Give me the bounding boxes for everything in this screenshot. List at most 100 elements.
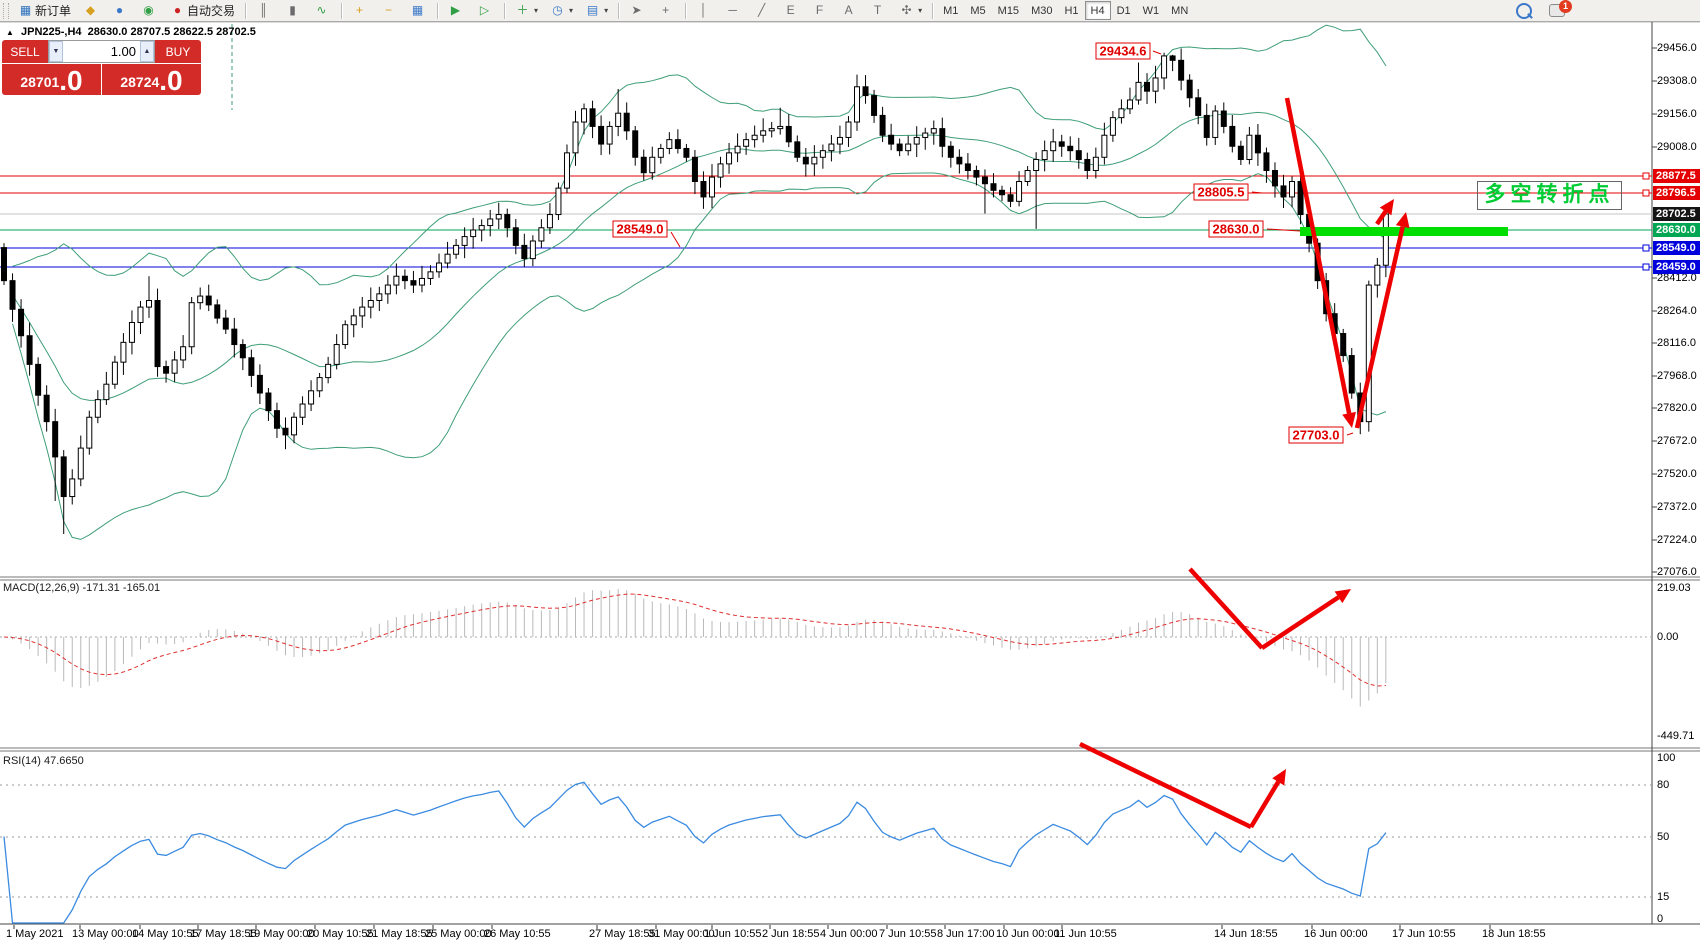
price-tick-label: 29308.0	[1657, 75, 1697, 87]
timeframe-d1[interactable]: D1	[1111, 1, 1137, 20]
zoom-out-button[interactable]: −	[376, 1, 403, 20]
indicators-button[interactable]: ＋ ▾	[510, 1, 543, 20]
separator	[932, 2, 934, 19]
separator	[341, 2, 343, 19]
trendline-button[interactable]: ╱	[749, 1, 776, 20]
notifications-button[interactable]: 1	[1544, 0, 1572, 20]
timeframe-h4[interactable]: H4	[1084, 1, 1111, 20]
price-marker-28702.5: 28702.5	[1653, 207, 1700, 221]
symbol-period-label: JPN225-,H4	[20, 26, 82, 38]
timeframe-w1[interactable]: W1	[1137, 1, 1166, 20]
autoscroll-icon: ▶	[450, 3, 461, 17]
price-tick-label: 28116.0	[1657, 337, 1696, 349]
channel-button[interactable]: E	[778, 1, 805, 20]
price-tick-label: 27820.0	[1657, 402, 1697, 414]
time-axis-label: 25 May 00:00	[425, 928, 492, 940]
time-axis-label: 14 May 10:55	[132, 928, 199, 940]
price-tick-label: 27672.0	[1657, 435, 1697, 447]
strategy-tester-icon: ◉	[143, 3, 154, 17]
text-button[interactable]: A	[836, 1, 863, 20]
toolbar: ▦ 新订单 ◆ ● ◉ ● 自动交易 ║ ▮ ∿ + − ▦ ▶ ▷ ＋ ▾	[0, 0, 1700, 22]
text-label-button[interactable]: T	[865, 1, 892, 20]
line-chart-button[interactable]: ∿	[309, 1, 336, 20]
sell-button[interactable]: SELL	[2, 40, 48, 63]
volume-increase-button[interactable]: ▲	[140, 41, 154, 62]
chevron-down-icon: ▾	[534, 6, 539, 15]
text-label-icon: T	[873, 3, 882, 17]
chart-shift-button[interactable]: ▷	[472, 1, 499, 20]
time-axis-label: 26 May 10:55	[484, 928, 551, 940]
price-tick-label: 27968.0	[1657, 370, 1697, 382]
volume-decrease-button[interactable]: ▼	[49, 41, 63, 62]
rsi-label: RSI(14) 47.6650	[3, 755, 84, 767]
timeframe-group: M1 M5 M15 M30 H1 H4 D1 W1 MN	[937, 1, 1194, 20]
price-annotation-28805.5: 28805.5	[1193, 183, 1249, 201]
search-button[interactable]	[1511, 1, 1537, 20]
price-tick-label: 29456.0	[1657, 42, 1697, 54]
price-annotation-28549.0: 28549.0	[612, 220, 668, 238]
macd-label: MACD(12,26,9) -171.31 -165.01	[3, 582, 161, 594]
time-axis-label: 17 May 18:55	[190, 928, 257, 940]
timeframe-m30[interactable]: M30	[1025, 1, 1058, 20]
templates-button[interactable]: ▤ ▾	[580, 1, 613, 20]
time-axis-label: 4 Jun 00:00	[820, 928, 878, 940]
autoscroll-button[interactable]: ▶	[443, 1, 470, 20]
price-marker-28877.5: 28877.5	[1653, 169, 1700, 183]
price-tick-label: 29008.0	[1657, 141, 1697, 153]
cursor-button[interactable]: ➤	[624, 1, 651, 20]
bar-chart-button[interactable]: ║	[251, 1, 278, 20]
ask-price[interactable]: 28724 .0	[102, 64, 201, 95]
autotrading-icon: ●	[173, 3, 182, 17]
autotrading-button[interactable]: ● 自动交易	[165, 1, 240, 20]
autotrading-label: 自动交易	[187, 4, 236, 18]
periods-button[interactable]: ◷ ▾	[545, 1, 578, 20]
volume-box: ▼ ▲	[48, 40, 155, 63]
timeframe-m15[interactable]: M15	[992, 1, 1025, 20]
terminal-button[interactable]: ●	[107, 1, 134, 20]
fibonacci-icon: F	[815, 3, 824, 17]
ask-frac: .0	[159, 65, 183, 96]
candlestick-chart-button[interactable]: ▮	[280, 1, 307, 20]
collapse-panel-icon[interactable]: ▲	[6, 28, 14, 37]
price-annotation-27703.0: 27703.0	[1288, 426, 1344, 444]
zoom-in-button[interactable]: +	[347, 1, 374, 20]
time-axis-label: 1 May 2021	[6, 928, 64, 940]
search-icon	[1516, 2, 1532, 19]
time-axis-label: 18 Jun 18:55	[1482, 928, 1546, 940]
timeframe-m5[interactable]: M5	[964, 1, 991, 20]
timeframe-h1[interactable]: H1	[1058, 1, 1084, 20]
price-tick-label: 28412.0	[1657, 272, 1697, 284]
price-tick-label: 27372.0	[1657, 501, 1697, 513]
time-axis-label: 13 May 00:00	[72, 928, 139, 940]
toolbar-grip[interactable]	[3, 2, 9, 19]
time-axis-label: 1 Jun 10:55	[704, 928, 762, 940]
fibonacci-button[interactable]: F	[807, 1, 834, 20]
vertical-line-button[interactable]: │	[691, 1, 718, 20]
price-marker-28549.0: 28549.0	[1653, 241, 1700, 255]
volume-input[interactable]	[63, 41, 140, 62]
arrows-button[interactable]: ✣ ▾	[894, 1, 927, 20]
timeframe-m1[interactable]: M1	[937, 1, 964, 20]
new-order-button[interactable]: ▦ 新订单	[13, 1, 76, 20]
strategy-tester-button[interactable]: ◉	[136, 1, 163, 20]
terminal-icon: ●	[115, 3, 124, 17]
turning-point-label: 多空转折点	[1477, 181, 1622, 210]
time-axis-label: 10 Jun 00:00	[996, 928, 1060, 940]
crosshair-button[interactable]: +	[653, 1, 680, 20]
metaeditor-button[interactable]: ◆	[78, 1, 105, 20]
time-axis-label: 2 Jun 18:55	[762, 928, 820, 940]
buy-button[interactable]: BUY	[155, 40, 201, 63]
macd-scale-label: 219.03	[1657, 582, 1691, 594]
indicators-icon: ＋	[516, 3, 529, 17]
chevron-down-icon: ▾	[604, 6, 609, 15]
timeframe-mn[interactable]: MN	[1165, 1, 1194, 20]
bid-price[interactable]: 28701 .0	[2, 64, 101, 95]
chat-icon: 1	[1549, 0, 1572, 17]
separator	[685, 2, 687, 19]
trendline-icon: ╱	[757, 3, 766, 17]
time-axis-label: 27 May 18:55	[589, 928, 656, 940]
horizontal-line-button[interactable]: ─	[720, 1, 747, 20]
time-axis-label: 16 Jun 00:00	[1304, 928, 1368, 940]
tile-windows-button[interactable]: ▦	[405, 1, 432, 20]
